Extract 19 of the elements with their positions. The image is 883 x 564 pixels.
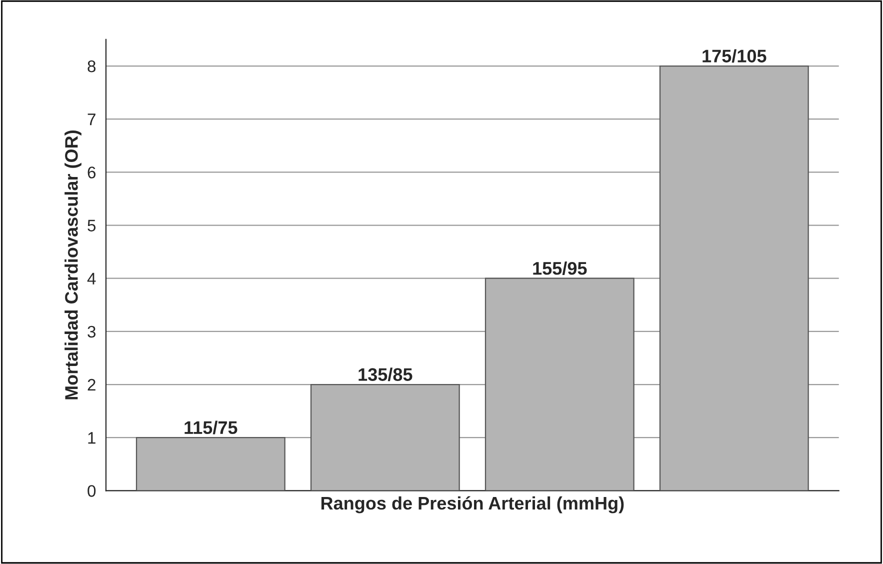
x-tick-label: 115/75 [184,420,238,434]
x-tick-label: 175/105 [702,49,766,63]
x-tick-label: 135/85 [358,368,412,382]
bar [310,384,460,491]
y-tick-label: 6 [88,166,96,178]
y-tick-label: 2 [88,378,96,391]
x-axis-title: Rangos de Presión Arterial (mmHg) [321,496,624,514]
y-axis-title: Mortalidad Cardiovascular (OR) [64,130,82,400]
y-tick-label: 5 [88,220,96,232]
y-tick-label: 0 [88,485,96,497]
y-tick-label: 1 [88,432,96,444]
y-tick-label: 8 [88,60,96,72]
y-tick-label: 4 [87,272,96,284]
y-tick-label: 7 [88,114,96,126]
bar [136,437,286,491]
bar [484,278,634,491]
x-tick-label: 155/95 [533,262,587,275]
bar [659,65,809,491]
y-tick-label: 3 [88,326,96,338]
